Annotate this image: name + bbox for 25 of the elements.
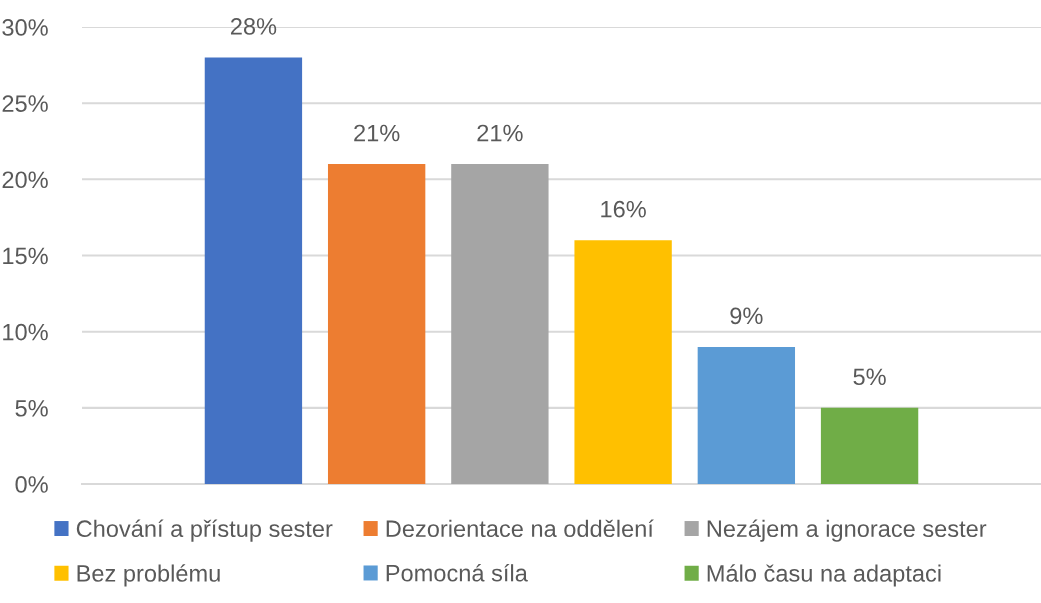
data-label: 5%	[853, 368, 886, 386]
legend-label: Chování a přístup sester	[76, 519, 333, 542]
data-label: 9%	[730, 307, 763, 325]
bar	[451, 164, 549, 484]
bar	[574, 240, 672, 484]
bar	[327, 164, 426, 484]
y-tick-label: 25%	[2, 95, 48, 112]
bar	[697, 346, 796, 484]
legend-label: Pomocná síla	[386, 563, 528, 582]
bar	[820, 407, 919, 484]
y-tick-label: 20%	[2, 171, 48, 189]
legend-label: Nezájem a ignorace sester	[707, 519, 987, 542]
y-tick-label: 0%	[15, 476, 48, 493]
legend-label: Bez problému	[77, 564, 220, 587]
data-label: 16%	[601, 200, 646, 218]
legend-label: Málo času na adaptaci	[707, 564, 941, 587]
y-tick-label: 15%	[3, 247, 48, 265]
y-tick-label: 10%	[3, 323, 48, 341]
data-label: 21%	[477, 124, 523, 142]
data-label: 28%	[230, 18, 277, 35]
legend-label: Dezorientace na oddělení	[386, 519, 654, 538]
bar	[204, 57, 303, 484]
y-tick-label: 5%	[15, 400, 48, 417]
data-label: 21%	[354, 124, 400, 142]
y-tick-label: 30%	[2, 19, 48, 36]
